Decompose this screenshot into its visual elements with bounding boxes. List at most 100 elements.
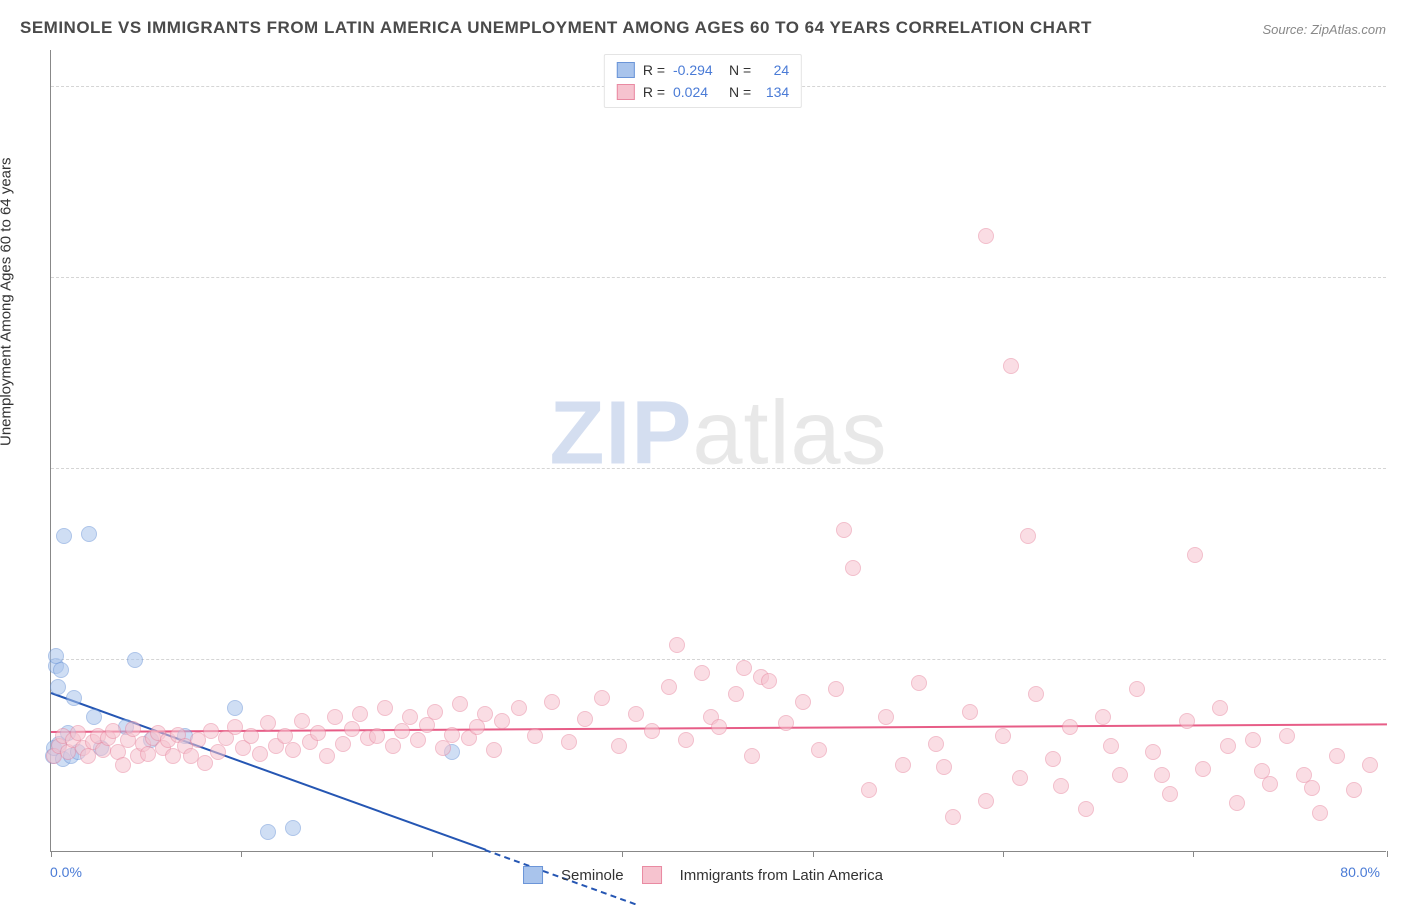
data-point — [1220, 738, 1236, 754]
data-point — [1095, 709, 1111, 725]
x-tick — [432, 851, 433, 857]
data-point — [66, 690, 82, 706]
source-credit: Source: ZipAtlas.com — [1262, 22, 1386, 37]
data-point — [260, 715, 276, 731]
data-point — [1312, 805, 1328, 821]
data-point — [1053, 778, 1069, 794]
data-point — [203, 723, 219, 739]
data-point — [836, 522, 852, 538]
data-point — [628, 706, 644, 722]
data-point — [945, 809, 961, 825]
data-point — [1329, 748, 1345, 764]
data-point — [1179, 713, 1195, 729]
data-point — [1304, 780, 1320, 796]
data-point — [669, 637, 685, 653]
data-point — [227, 719, 243, 735]
data-point — [1262, 776, 1278, 792]
data-point — [1279, 728, 1295, 744]
data-point — [56, 528, 72, 544]
data-point — [962, 704, 978, 720]
data-point — [115, 757, 131, 773]
data-point — [377, 700, 393, 716]
data-point — [50, 679, 66, 695]
legend-row: R =-0.294N =24 — [617, 59, 789, 81]
data-point — [53, 662, 69, 678]
x-tick — [1003, 851, 1004, 857]
data-point — [678, 732, 694, 748]
data-point — [252, 746, 268, 762]
data-point — [1245, 732, 1261, 748]
x-axis-min-label: 0.0% — [50, 864, 82, 880]
data-point — [1078, 801, 1094, 817]
source-link[interactable]: ZipAtlas.com — [1311, 22, 1386, 37]
data-point — [125, 721, 141, 737]
data-point — [978, 228, 994, 244]
data-point — [260, 824, 276, 840]
data-point — [694, 665, 710, 681]
data-point — [861, 782, 877, 798]
data-point — [70, 725, 86, 741]
data-point — [1003, 358, 1019, 374]
data-point — [911, 675, 927, 691]
data-point — [452, 696, 468, 712]
data-point — [327, 709, 343, 725]
data-point — [140, 746, 156, 762]
legend-swatch — [617, 62, 635, 78]
data-point — [494, 713, 510, 729]
data-point — [644, 723, 660, 739]
data-point — [511, 700, 527, 716]
data-point — [1112, 767, 1128, 783]
source-prefix: Source: — [1262, 22, 1310, 37]
series-legend: SeminoleImmigrants from Latin America — [523, 866, 883, 884]
data-point — [402, 709, 418, 725]
data-point — [1195, 761, 1211, 777]
data-point — [427, 704, 443, 720]
data-point — [486, 742, 502, 758]
legend-r-value: -0.294 — [673, 59, 721, 81]
data-point — [577, 711, 593, 727]
data-point — [1103, 738, 1119, 754]
data-point — [444, 727, 460, 743]
data-point — [736, 660, 752, 676]
data-point — [1362, 757, 1378, 773]
data-point — [1229, 795, 1245, 811]
data-point — [895, 757, 911, 773]
data-point — [1062, 719, 1078, 735]
data-point — [527, 728, 543, 744]
data-point — [795, 694, 811, 710]
legend-r-label: R = — [643, 59, 665, 81]
data-point — [544, 694, 560, 710]
x-axis-max-label: 80.0% — [1340, 864, 1380, 880]
data-point — [127, 652, 143, 668]
legend-series-label: Seminole — [561, 867, 624, 884]
data-point — [928, 736, 944, 752]
legend-r-label: R = — [643, 81, 665, 103]
watermark: ZIPatlas — [549, 383, 887, 486]
data-point — [197, 755, 213, 771]
data-point — [878, 709, 894, 725]
data-point — [1187, 547, 1203, 563]
data-point — [385, 738, 401, 754]
data-point — [761, 673, 777, 689]
grid-line — [51, 468, 1386, 469]
legend-n-label: N = — [729, 81, 751, 103]
data-point — [105, 723, 121, 739]
legend-swatch — [523, 866, 543, 884]
x-tick — [1387, 851, 1388, 857]
data-point — [285, 820, 301, 836]
legend-n-value: 134 — [759, 81, 789, 103]
data-point — [335, 736, 351, 752]
x-tick — [241, 851, 242, 857]
data-point — [1020, 528, 1036, 544]
data-point — [310, 725, 326, 741]
legend-swatch — [617, 84, 635, 100]
data-point — [661, 679, 677, 695]
x-tick — [1193, 851, 1194, 857]
data-point — [845, 560, 861, 576]
data-point — [778, 715, 794, 731]
data-point — [319, 748, 335, 764]
x-tick — [813, 851, 814, 857]
data-point — [352, 706, 368, 722]
data-point — [1129, 681, 1145, 697]
grid-line — [51, 277, 1386, 278]
